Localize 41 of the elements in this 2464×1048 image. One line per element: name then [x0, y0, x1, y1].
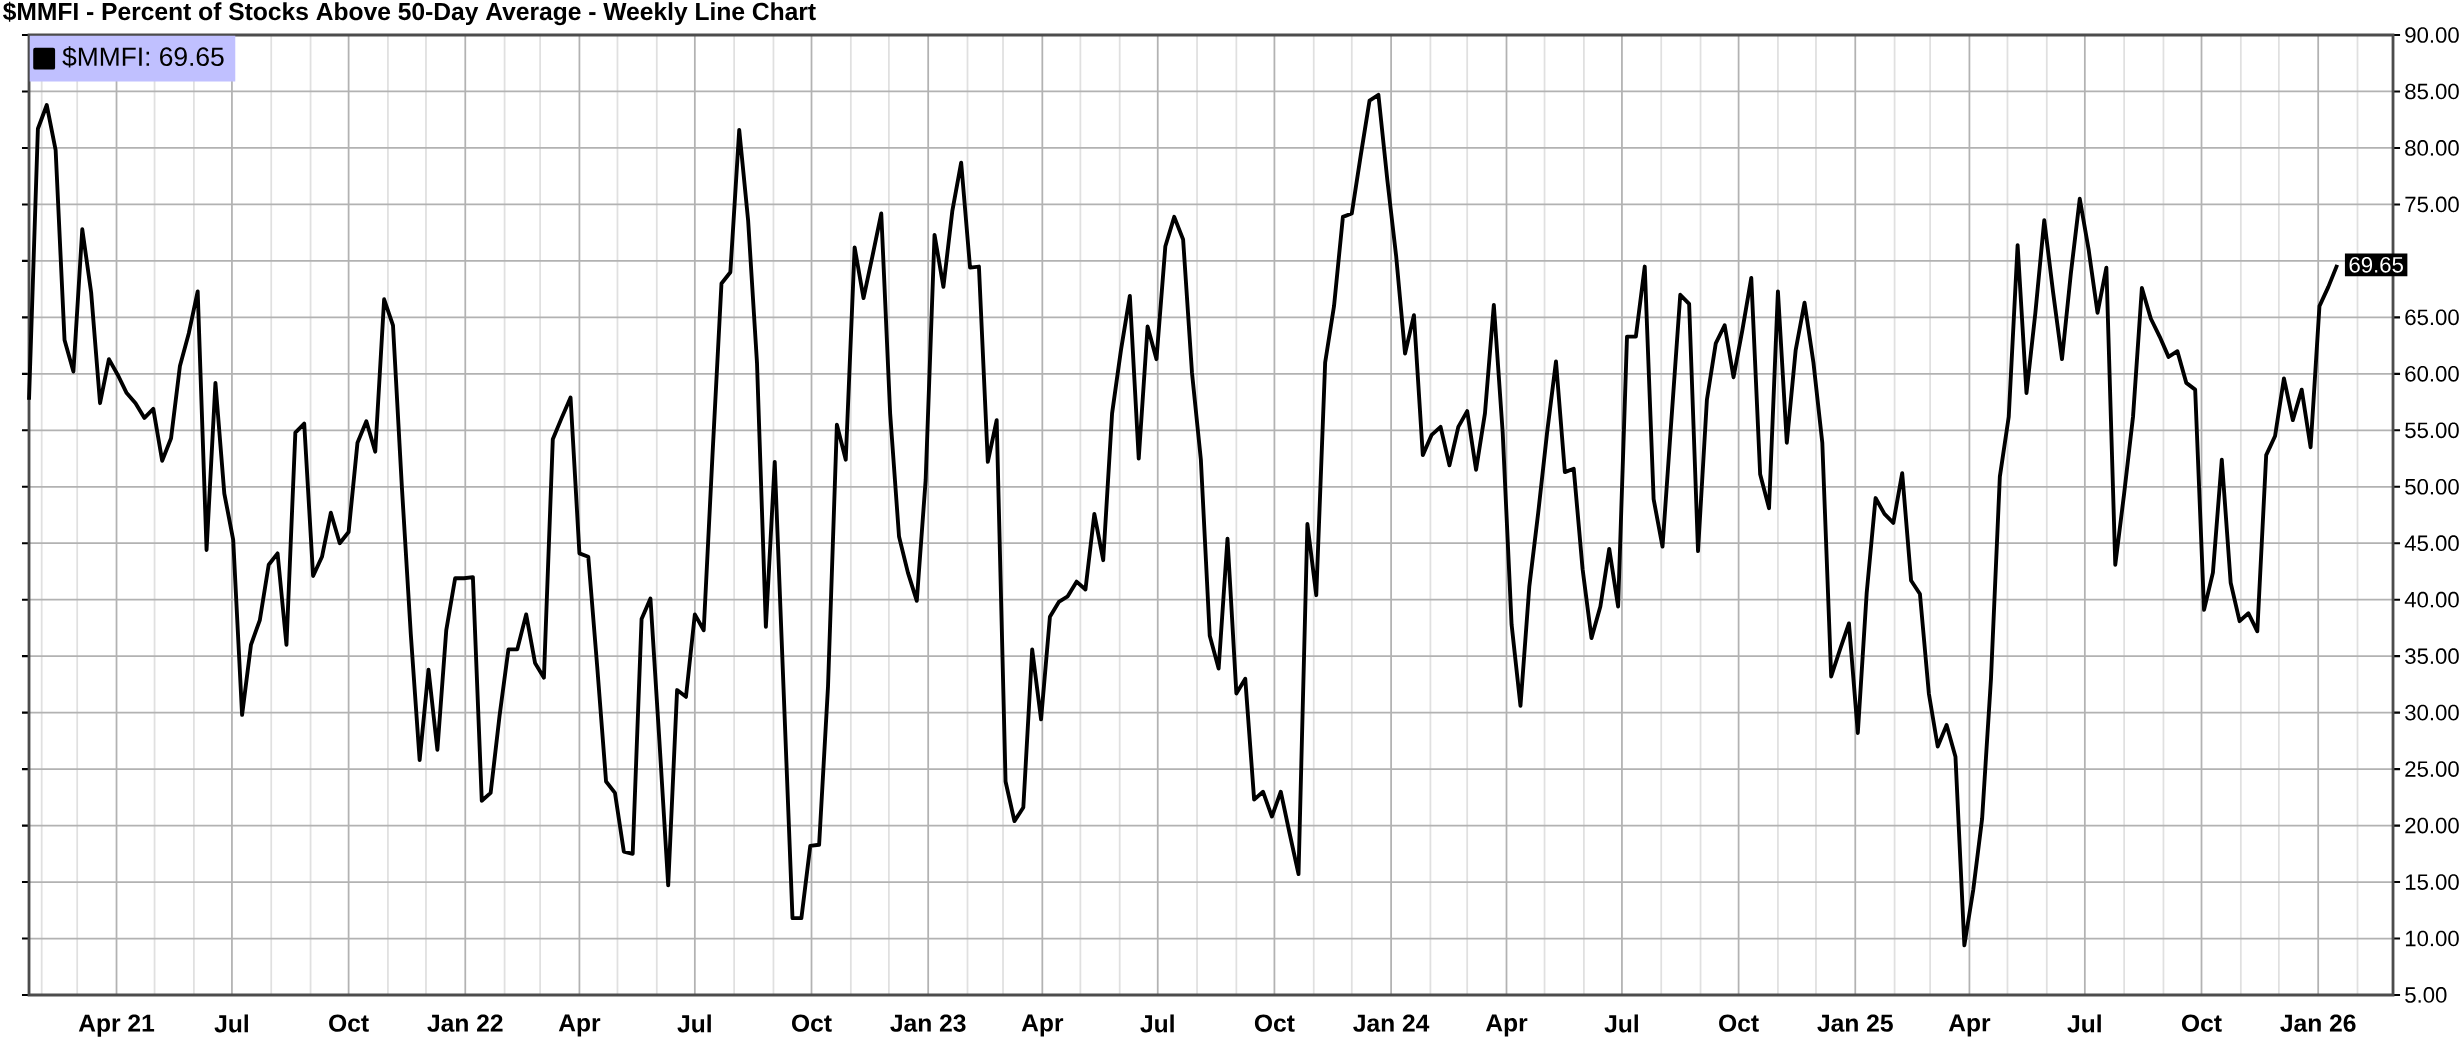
x-tick-label: Apr 21 — [78, 1014, 155, 1037]
y-tick-label: 25.00 — [2405, 761, 2459, 777]
y-tick-label: 20.00 — [2405, 817, 2459, 834]
x-tick-label: Jul — [214, 1014, 248, 1033]
x-tick-label: Jul — [677, 1014, 711, 1033]
x-tick-label: Jan 24 — [1353, 1014, 1430, 1032]
y-tick-label: 10.00 — [2405, 930, 2459, 947]
y-tick-label: 35.00 — [2405, 648, 2459, 665]
annotation: 69.65 — [2349, 256, 2403, 273]
y-tick-label: 65.00 — [2405, 309, 2459, 326]
x-tick-label: Oct — [2181, 1014, 2222, 1032]
y-tick-label: 15.00 — [2405, 874, 2459, 890]
y-tick-label: 50.00 — [2405, 478, 2459, 495]
x-tick-label: Oct — [1254, 1014, 1295, 1032]
y-tick-label: 60.00 — [2405, 365, 2459, 382]
x-tick-label: Jan 23 — [890, 1014, 966, 1032]
x-tick-label: Oct — [792, 1014, 832, 1032]
y-tick-label: 90.00 — [2405, 27, 2459, 43]
x-tick-label: Jan 22 — [427, 1014, 503, 1032]
x-tick-label: Oct — [329, 1014, 369, 1032]
y-tick-label: 5.00 — [2405, 987, 2447, 1003]
y-tick-label: 85.00 — [2405, 83, 2459, 100]
x-tick-label: Jul — [1604, 1014, 1638, 1033]
line-series — [27, 92, 2340, 948]
y-tick-label: 75.00 — [2405, 196, 2459, 213]
x-tick-label: Apr — [1021, 1014, 1064, 1037]
x-tick-label: Oct — [1719, 1014, 1759, 1032]
x-tick-label: Apr — [558, 1014, 601, 1037]
chart-title: $MMFI - Percent of Stocks Above 50-Day Average - Weekly Line Chart — [3, 1, 816, 26]
x-tick-label: Jul — [2067, 1014, 2101, 1033]
legend-label: $MMFI: 69.65 — [62, 46, 224, 68]
y-tick-label: 80.00 — [2405, 140, 2459, 156]
x-tick-label: Jan 25 — [1817, 1014, 1893, 1032]
y-tick-label: 30.00 — [2405, 704, 2459, 721]
y-tick-label: 40.00 — [2404, 591, 2459, 608]
x-tick-label: Apr — [1485, 1014, 1528, 1037]
x-tick-label: Apr — [1948, 1014, 1991, 1037]
x-tick-label: Jan 26 — [2280, 1014, 2356, 1032]
x-tick-label: Jul — [1140, 1014, 1174, 1033]
y-tick-label: 55.00 — [2405, 422, 2459, 439]
y-tick-label: 45.00 — [2404, 535, 2459, 552]
